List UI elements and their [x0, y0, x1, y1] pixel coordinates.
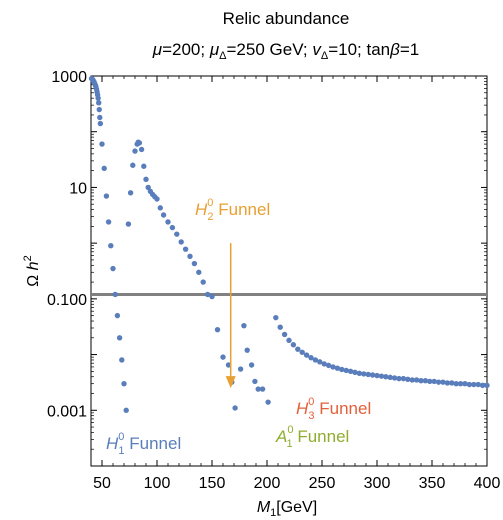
data-point [95, 95, 100, 100]
data-point [209, 294, 214, 299]
data-point [128, 190, 133, 195]
data-point [97, 107, 102, 112]
data-point [232, 405, 237, 410]
data-point [238, 366, 243, 371]
y-tick-label: 0.100 [47, 292, 87, 309]
data-point [115, 313, 120, 318]
annotation-h3-funnel: H0 3 Funnel [296, 396, 371, 422]
data-point [113, 292, 118, 297]
annotation-a1-funnel: A0 1 Funnel [275, 424, 349, 450]
data-point [104, 193, 109, 198]
data-point [161, 212, 166, 217]
y-tick-label: 1000 [51, 69, 87, 86]
data-point [187, 254, 192, 259]
x-axis-label: M1[GeV] [257, 499, 317, 519]
data-point [196, 270, 201, 275]
plot-frame [91, 76, 487, 466]
x-tick-label: 250 [309, 475, 336, 492]
y-tick-label: 10 [69, 180, 87, 197]
annotation-h1-funnel: H0 1 Funnel [106, 431, 181, 457]
data-point [139, 147, 144, 152]
data-point [106, 219, 111, 224]
data-point [132, 148, 137, 153]
data-point [249, 362, 254, 367]
data-point [192, 261, 197, 266]
data-point [98, 121, 103, 126]
x-tick-label: 400 [474, 475, 501, 492]
data-point [273, 315, 278, 320]
data-point [158, 205, 163, 210]
data-point [99, 141, 104, 146]
data-point [137, 140, 142, 145]
data-point [286, 338, 291, 343]
data-point [183, 246, 188, 251]
data-point [241, 323, 246, 328]
data-point [295, 346, 300, 351]
data-point [124, 408, 129, 413]
y-axis-label: Ω h2 [22, 255, 42, 286]
data-point [121, 381, 126, 386]
data-point [102, 166, 107, 171]
data-point [154, 196, 159, 201]
x-tick-label: 200 [254, 475, 281, 492]
data-point [97, 115, 102, 120]
data-point [215, 327, 220, 332]
data-point [130, 163, 135, 168]
data-point [291, 342, 296, 347]
x-tick-label: 350 [419, 475, 446, 492]
x-tick-label: 150 [199, 475, 226, 492]
data-points [89, 76, 490, 413]
x-tick-label: 100 [144, 475, 171, 492]
axis-ticks: 50 100 150 200 250 300 350 400 1000 10 0.100 0.001 [47, 69, 500, 492]
data-point [265, 399, 270, 404]
data-point [165, 219, 170, 224]
data-point [119, 357, 124, 362]
data-point [260, 386, 265, 391]
data-point [108, 243, 113, 248]
data-point [484, 383, 489, 388]
data-point [252, 379, 257, 384]
chart-title: Relic abundance [223, 9, 350, 28]
data-point [141, 164, 146, 169]
data-point [245, 347, 250, 352]
x-tick-label: 50 [93, 475, 111, 492]
data-point [170, 225, 175, 230]
data-point [278, 324, 283, 329]
x-tick-label: 300 [364, 475, 391, 492]
data-point [174, 231, 179, 236]
annotation-h2-funnel: H0 2 Funnel [195, 197, 270, 223]
data-point [201, 279, 206, 284]
data-point [282, 332, 287, 337]
chart-subtitle: μ=200; μΔ=250 GeV; vΔ=10; tanβ=1 [152, 40, 420, 62]
data-point [126, 221, 131, 226]
data-point [220, 354, 225, 359]
data-point [117, 335, 122, 340]
data-point [110, 266, 115, 271]
y-tick-label: 0.001 [47, 403, 87, 420]
data-point [143, 177, 148, 182]
data-point [96, 100, 101, 105]
data-point [179, 239, 184, 244]
